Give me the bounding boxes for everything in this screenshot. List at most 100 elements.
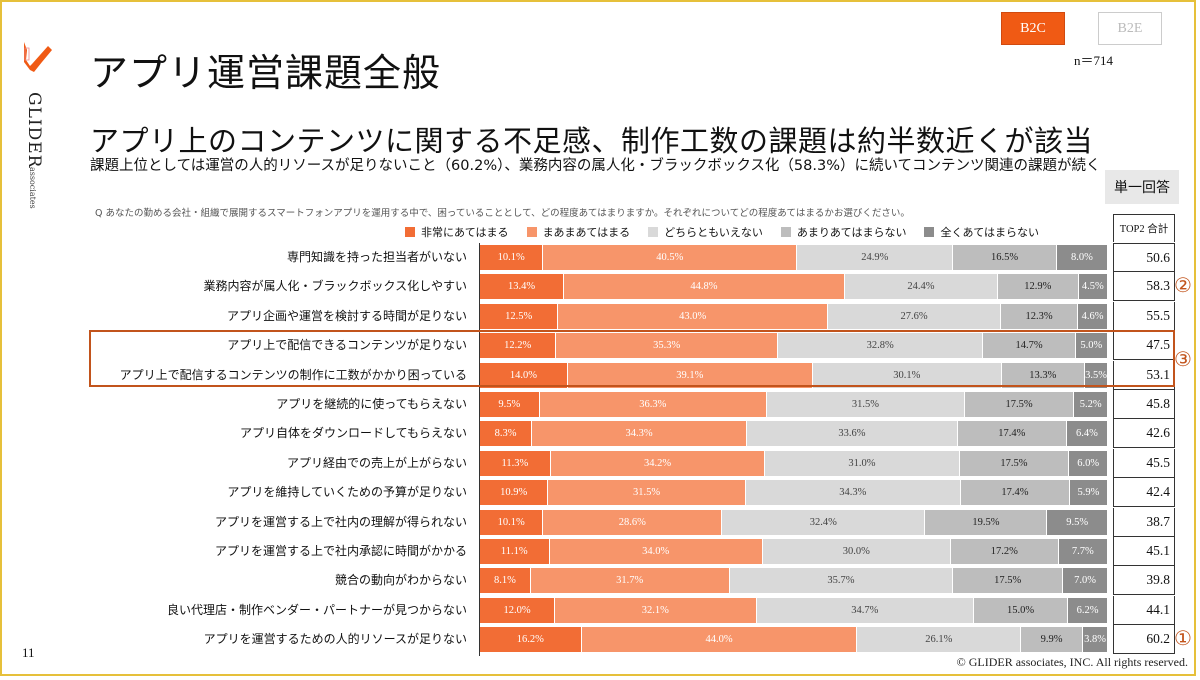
category-label: アプリ上で配信するコンテンツの制作に工数がかかり困っている [119,367,467,382]
bar-segment: 11.3% [480,450,551,476]
bar-row: 12.2% 35.3% 32.8% 14.7% 5.0% [480,333,1107,359]
bird-logo-icon [24,42,52,72]
bar-segment: 17.5% [959,450,1070,476]
category-axis [479,243,480,656]
bar-segment: 28.6% [543,509,723,535]
annotation-marker: ③ [1174,346,1192,371]
top2-value: 38.7 [1113,507,1175,537]
bar-segment: 30.0% [762,539,951,564]
bar-segment: 31.0% [765,450,960,476]
bar-segment: 17.5% [964,392,1075,417]
bar-segment: 4.6% [1078,303,1107,329]
legend-label: あまりあてはまらない [796,226,907,239]
bar-segment: 19.5% [925,509,1048,535]
bar-segment: 34.7% [756,597,975,623]
bar-segment: 32.1% [555,597,757,623]
bar-segment: 10.1% [480,245,544,270]
bar-segment: 30.1% [812,362,1002,388]
bar-segment: 11.1% [480,539,550,564]
bar-segment: 35.7% [729,568,954,594]
bar-row: 8.1% 31.7% 35.7% 17.5% 7.0% [480,568,1107,594]
bar-segment: 7.0% [1063,568,1107,594]
bar-segment: 12.5% [480,303,559,329]
legend-label: まあまあてはまる [542,226,631,239]
bar-segment: 34.3% [532,421,748,447]
bar-segment: 24.9% [797,245,954,270]
bar-segment: 5.0% [1075,333,1107,359]
bar-row: 10.9% 31.5% 34.3% 17.4% 5.9% [480,480,1107,506]
top2-value: 58.3 [1113,272,1175,302]
top2-value: 45.8 [1113,390,1175,419]
bar-segment: 10.9% [480,480,549,506]
bar-segment: 44.8% [564,274,845,300]
bar-row: 8.3% 34.3% 33.6% 17.4% 6.4% [480,421,1107,447]
tab-b2e[interactable]: B2E [1098,12,1162,45]
bar-segment: 9.5% [1047,509,1107,535]
bar-segment: 10.1% [480,509,544,535]
subheadline: 課題上位としては運営の人的リソースが足りないこと（60.2%）、業務内容の属人化… [90,158,1101,174]
legend-item: どちらともいえない [648,224,763,240]
bar-segment: 8.0% [1056,245,1107,270]
bar-segment: 7.7% [1058,539,1107,564]
top2-value: 44.1 [1113,595,1175,625]
legend-item: あまりあてはまらない [780,224,907,240]
category-label: 良い代理店・制作ベンダー・パートナーが見つからない [166,602,467,617]
bar-segment: 31.5% [767,392,965,417]
category-label: アプリを運営するための人的リソースが足りない [203,632,467,647]
bar-segment: 9.9% [1021,627,1084,653]
annotation-marker: ① [1174,626,1192,651]
category-label: アプリを運営する上で社内承認に時間がかかる [214,544,467,558]
bar-row: 16.2% 44.0% 26.1% 9.9% 3.8% [480,627,1107,653]
bar-segment: 31.7% [530,568,730,594]
bar-segment: 5.2% [1074,392,1107,417]
legend-swatch [780,227,791,237]
bar-segment: 13.3% [1001,362,1086,388]
top2-value: 55.5 [1113,301,1175,331]
bar-segment: 34.2% [550,450,766,476]
top2-value: 60.2 [1113,625,1175,655]
copyright: © GLIDER associates, INC. All rights res… [956,655,1188,669]
bar-segment: 34.0% [549,539,763,564]
chart-legend: 非常にあてはまる まあまあてはまる どちらともいえない あまりあてはまらない 全くあては… [405,224,1039,240]
bar-segment: 17.2% [950,539,1059,564]
highlight-box [89,330,1175,387]
legend-swatch [405,227,415,237]
bar-row: 11.3% 34.2% 31.0% 17.5% 6.0% [480,450,1107,476]
bar-segment: 44.0% [581,627,858,653]
category-label: アプリを運営する上で社内の理解が得られない [214,514,467,529]
bar-segment: 26.1% [857,627,1022,653]
headline: アプリ上のコンテンツに関する不足感、制作工数の課題は約半数近くが該当 [90,124,1094,158]
legend-label: 非常にあてはまる [421,226,509,239]
legend-label: どちらともいえない [664,226,763,239]
sample-size: n＝714 [1074,53,1114,68]
category-label: アプリ自体をダウンロードしてもらえない [239,426,467,441]
legend-swatch [526,227,537,237]
bar-segment: 31.5% [548,480,746,506]
answer-type-badge: 単一回答 [1105,170,1179,204]
bar-segment: 6.4% [1066,421,1107,447]
bar-segment: 43.0% [558,303,828,329]
category-label: アプリを継続的に使ってもらえない [276,397,467,411]
top2-value: 42.6 [1113,419,1175,449]
top2-value: 45.5 [1113,448,1175,478]
bar-segment: 32.8% [777,333,984,359]
top2-value: 39.8 [1113,566,1175,596]
bar-row: 13.4% 44.8% 24.4% 12.9% 4.5% [480,274,1107,300]
top2-value: 42.4 [1113,478,1175,508]
bar-segment: 3.8% [1083,627,1107,653]
bar-row: 10.1% 40.5% 24.9% 16.5% 8.0% [480,245,1107,270]
bar-segment: 27.6% [827,303,1002,329]
bar-segment: 5.9% [1069,480,1107,506]
brand-sub: associates [28,167,37,209]
bar-segment: 12.2% [480,333,557,359]
bar-segment: 40.5% [543,245,798,270]
bar-segment: 16.2% [480,627,582,653]
glider-logo [18,40,58,88]
category-label: アプリ上で配信できるコンテンツが足りない [227,338,467,353]
bar-segment: 13.4% [480,274,565,300]
bar-segment: 12.9% [997,274,1079,300]
top2-value: 45.1 [1113,537,1175,566]
tab-b2c[interactable]: B2C [1001,12,1065,45]
legend-item: 全くあてはまらない [924,224,1039,240]
